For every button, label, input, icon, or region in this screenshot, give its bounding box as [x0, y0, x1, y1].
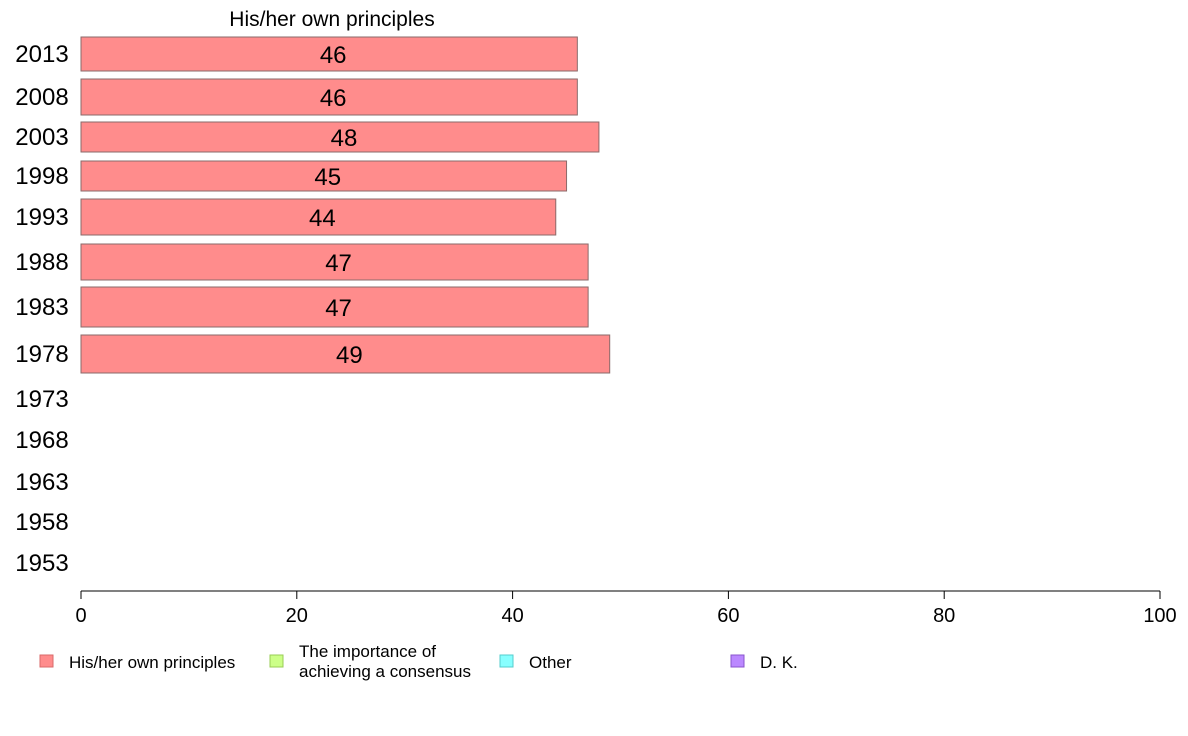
- y-tick-label: 1998: [15, 163, 68, 190]
- bar: [80, 243, 589, 281]
- legend-label: His/her own principles: [69, 653, 235, 672]
- y-tick-label: 2008: [15, 84, 68, 111]
- bar-value-label: 48: [331, 125, 358, 152]
- legend-swatch: [730, 654, 745, 668]
- legend-swatch: [39, 654, 54, 668]
- bar: [80, 334, 611, 374]
- bar: [80, 286, 589, 328]
- legend-item: D. K.: [730, 653, 798, 672]
- bar-value-label: 49: [336, 342, 363, 369]
- y-tick-label: 1988: [15, 249, 68, 276]
- bar-value-label: 46: [320, 42, 347, 69]
- legend-label: achieving a consensus: [299, 662, 471, 681]
- chart-title: His/her own principles: [229, 8, 434, 31]
- y-tick-label: 1978: [15, 341, 68, 368]
- y-tick-label: 2003: [15, 124, 68, 151]
- y-tick-label: 1983: [15, 294, 68, 321]
- y-tick-label: 2013: [15, 41, 68, 68]
- bar-value-label: 45: [314, 164, 341, 191]
- x-axis: 0 20 40 60 80 100: [75, 590, 1177, 627]
- y-axis-labels: 2013 2008 2003 1998 1993 1988 1983 1978 1973 1968…: [15, 41, 68, 577]
- bar-value-label: 44: [309, 205, 336, 232]
- legend-label: D. K.: [760, 653, 798, 672]
- bar: [80, 198, 557, 236]
- bar: [80, 36, 578, 72]
- legend-swatch: [499, 654, 514, 668]
- bar-group: 46 46 48 45 44 47 47 49: [80, 36, 611, 374]
- x-tick-label: 20: [286, 605, 308, 627]
- x-tick-label: 40: [501, 605, 523, 627]
- legend-item: His/her own principles: [39, 653, 235, 672]
- y-tick-label: 1953: [15, 550, 68, 577]
- x-tick-label: 60: [717, 605, 739, 627]
- legend-label: The importance of: [299, 642, 436, 661]
- legend-swatch: [269, 654, 284, 668]
- bar-value-label: 46: [320, 85, 347, 112]
- legend: His/her own principles The importance ofa…: [39, 642, 798, 681]
- y-tick-label: 1973: [15, 386, 68, 413]
- bar: [80, 160, 568, 192]
- legend-item: Other: [499, 653, 572, 672]
- bar-value-label: 47: [325, 250, 352, 277]
- y-tick-label: 1958: [15, 509, 68, 536]
- bar-value-label: 47: [325, 295, 352, 322]
- bar: [80, 78, 578, 116]
- bar: [80, 121, 600, 153]
- x-tick-label: 80: [933, 605, 955, 627]
- y-tick-label: 1993: [15, 204, 68, 231]
- x-tick-label: 100: [1143, 605, 1176, 627]
- y-tick-label: 1963: [15, 469, 68, 496]
- legend-label: Other: [529, 653, 572, 672]
- x-tick-label: 0: [75, 605, 86, 627]
- y-tick-label: 1968: [15, 427, 68, 454]
